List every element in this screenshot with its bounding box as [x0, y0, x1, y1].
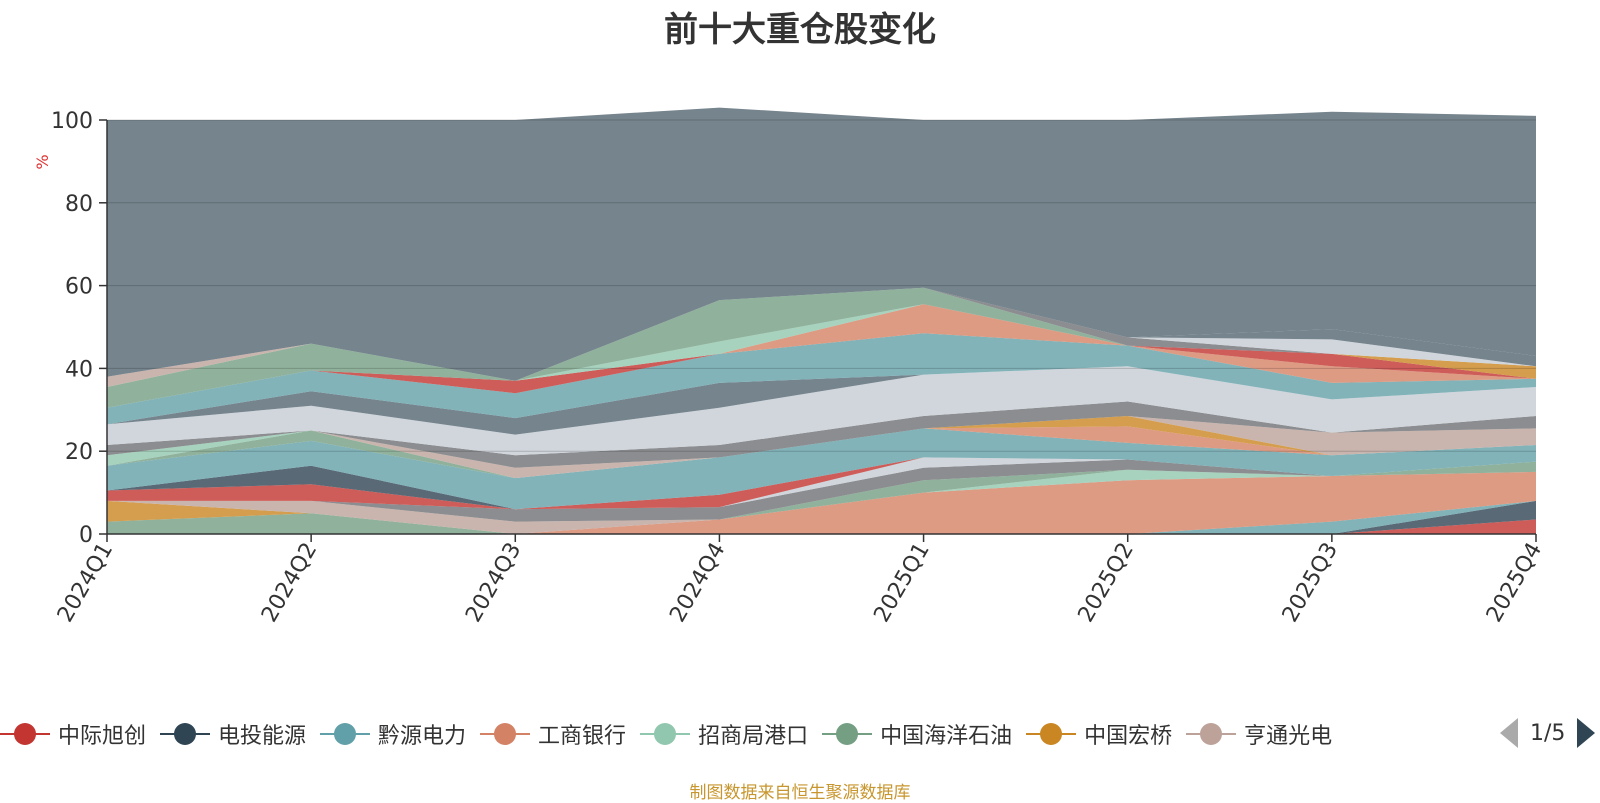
legend-label: 中际旭创: [58, 724, 147, 749]
legend-item[interactable]: 亨通光电: [1186, 718, 1332, 750]
area-series-19: [107, 401, 1536, 468]
grid-lines: [107, 119, 1536, 452]
legend-marker-icon: [0, 722, 50, 746]
x-tick-label: 2025Q3: [1278, 539, 1343, 627]
legend-prev-icon[interactable]: [1500, 718, 1518, 748]
legend-label: 工商银行: [538, 724, 627, 749]
legend-marker-icon: [320, 722, 371, 746]
chart-title: 前十大重仓股变化: [664, 10, 936, 50]
area-series-5: [107, 461, 1536, 534]
legend-item[interactable]: 工商银行: [480, 718, 626, 750]
legend-item[interactable]: 中际旭创: [0, 718, 146, 750]
legend-item[interactable]: 电投能源: [160, 718, 306, 750]
legend-item[interactable]: 中国海洋石油: [822, 718, 1012, 750]
x-tick-label: 2024Q4: [665, 539, 730, 627]
area-series-14: [107, 426, 1536, 479]
legend-label: 中国海洋石油: [880, 724, 1013, 749]
x-tick-label: 2025Q4: [1482, 539, 1547, 627]
x-tick-label: 2024Q2: [257, 539, 322, 627]
area-series-24: [107, 304, 1536, 408]
legend-item[interactable]: 招商局港口: [640, 718, 808, 750]
y-tick-label: 0: [79, 523, 93, 548]
y-tick-label: 60: [65, 275, 93, 300]
area-series-13: [107, 428, 1536, 510]
y-tick-label: 80: [65, 192, 93, 217]
area-series-22: [107, 333, 1536, 425]
data-source-note: 制图数据来自恒生聚源数据库: [689, 783, 911, 803]
x-tick-label: 2024Q3: [461, 539, 526, 627]
area-series-27: [107, 287, 1536, 408]
area-series-18: [107, 416, 1536, 479]
legend-page-indicator: 1/5: [1530, 720, 1566, 746]
legend-marker-icon: [1186, 722, 1237, 746]
legend-marker-icon: [160, 722, 211, 746]
area-series-12: [107, 457, 1536, 510]
area-series-21: [107, 366, 1536, 435]
y-tick-label: 100: [51, 109, 93, 134]
x-tick-label: 2025Q1: [869, 539, 934, 627]
legend: 中际旭创 电投能源 黔源电力 工商银行 招商局港口 中国海洋石油 中国宏桥 亨通光电: [0, 714, 1346, 754]
area-series-30: [107, 287, 1536, 387]
y-axis-label: %: [33, 154, 52, 169]
area-series-3: [107, 471, 1536, 534]
y-tick-label: 40: [65, 357, 93, 382]
area-series-0: [107, 519, 1536, 534]
legend-label: 黔源电力: [378, 724, 467, 749]
legend-label: 电投能源: [218, 724, 307, 749]
legend-marker-icon: [822, 722, 873, 746]
legend-item[interactable]: 黔源电力: [320, 718, 466, 750]
x-tick-label: 2025Q2: [1074, 539, 1139, 627]
area-series-10: [107, 457, 1536, 510]
legend-pager: 1/5: [1500, 718, 1596, 748]
area-series-32: [107, 107, 1536, 381]
legend-label: 亨通光电: [1244, 724, 1333, 749]
legend-item[interactable]: 中国宏桥: [1026, 718, 1172, 750]
area-series-20: [107, 366, 1536, 456]
legend-label: 招商局港口: [698, 724, 809, 749]
legend-marker-icon: [1026, 722, 1077, 746]
legend-marker-icon: [640, 722, 691, 746]
area-series-26: [107, 304, 1536, 408]
area-series-15: [107, 416, 1536, 479]
x-tick-label: 2024Q1: [53, 539, 118, 627]
area-layers: [107, 107, 1536, 534]
area-series-8: [107, 459, 1536, 522]
legend-marker-icon: [480, 722, 531, 746]
legend-next-icon[interactable]: [1577, 718, 1596, 748]
legend-label: 中国宏桥: [1084, 724, 1173, 749]
y-tick-label: 20: [65, 440, 93, 465]
